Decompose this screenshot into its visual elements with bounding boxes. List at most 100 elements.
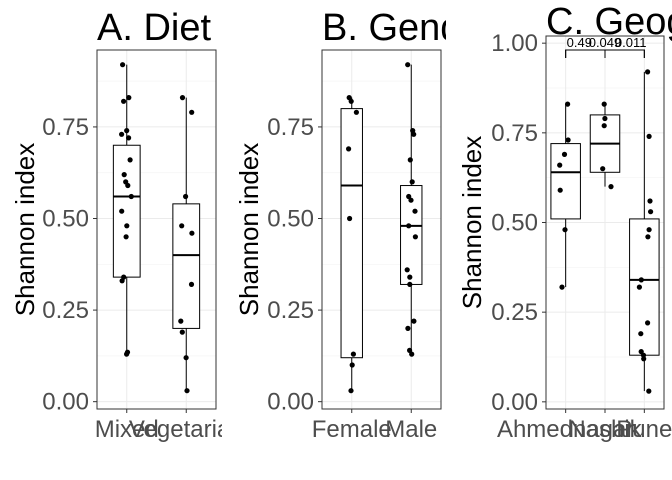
y-tick-label: 0.50 [491,210,538,237]
p-value-label: 0.011 [615,35,647,50]
x-tick-label: Ahmednagar [497,416,634,443]
data-point [557,187,563,193]
y-axis-label: Shannon index [457,136,487,309]
data-point [636,284,643,290]
data-point [183,193,189,200]
box-vegetarian [172,203,201,329]
data-point [646,133,652,139]
y-tick-label: 0.25 [491,299,538,326]
data-point [646,227,652,233]
data-point [349,362,355,368]
data-point [412,234,418,240]
data-point [412,208,418,214]
x-tick-label: Mixed [95,416,159,443]
data-point [348,388,354,394]
y-tick-label: 0.00 [491,389,538,416]
data-point [119,131,125,137]
panel-border [96,49,217,410]
data-point [608,184,614,190]
data-point [121,98,127,104]
data-point [124,128,130,134]
data-point [353,109,359,115]
y-tick-label: 1.00 [491,30,538,57]
y-axis-label: Shannon index [10,143,40,316]
data-point [565,101,571,107]
data-point [407,281,413,287]
data-point [179,329,185,335]
data-point [404,267,410,273]
panel-title: A. Diet [97,7,211,49]
y-tick-label: 0.25 [42,297,89,324]
data-point [121,172,127,178]
data-point [121,274,127,280]
plot-background [322,50,441,409]
significance-bracket [604,49,645,58]
panel-title: B. Gender [322,7,496,49]
data-point [565,137,571,143]
x-tick-label: Nashik [568,416,642,443]
data-point [179,95,186,101]
data-point [346,146,352,152]
x-tick-label: Pune [616,416,672,443]
data-point [124,349,131,355]
data-point [647,198,653,204]
p-value-label: 0.049 [589,35,622,50]
data-point [638,277,644,283]
data-point [124,223,130,229]
data-point [407,274,413,280]
box-female [340,108,363,359]
y-tick-label: 0.25 [267,297,314,324]
data-point [411,318,417,324]
data-point [561,151,568,157]
data-point [184,388,190,394]
data-point [128,193,134,200]
data-point [188,281,195,287]
data-point [347,215,353,222]
data-point [405,325,411,331]
data-point [602,115,608,122]
data-point [123,179,129,185]
data-point [645,234,651,240]
data-point [120,62,126,68]
y-axis-label: Shannon index [234,143,264,316]
y-tick-label: 0.75 [491,120,538,147]
data-point [645,320,651,326]
data-point [346,95,352,101]
p-value-label: 0.49 [567,35,592,50]
data-point [189,230,195,236]
panel-border [321,49,442,410]
data-point [559,284,565,290]
data-point [127,157,133,163]
box-mixed [112,144,141,278]
x-tick-label: Vegetarian [129,416,244,443]
data-point [126,135,132,141]
panel-title: C. Geography [546,1,672,43]
data-point [638,331,644,337]
y-tick-label: 0.00 [267,389,314,416]
data-point [638,349,644,355]
data-point [645,69,651,75]
data-point [119,208,125,214]
y-tick-label: 0.75 [42,114,89,141]
data-point [648,209,654,215]
data-point [601,101,607,107]
y-tick-label: 0.50 [42,206,89,233]
data-point [600,166,606,172]
x-tick-label: Male [385,416,437,443]
data-point [406,193,412,200]
data-point [189,109,195,115]
data-point [407,347,413,353]
data-point [557,162,563,168]
x-tick-label: Female [312,416,392,443]
data-point [350,351,356,357]
y-tick-label: 0.50 [267,206,314,233]
data-point [179,223,185,229]
data-point [409,179,415,185]
data-point [601,123,607,129]
data-point [123,234,129,240]
data-point [405,62,411,68]
data-point [410,128,416,134]
